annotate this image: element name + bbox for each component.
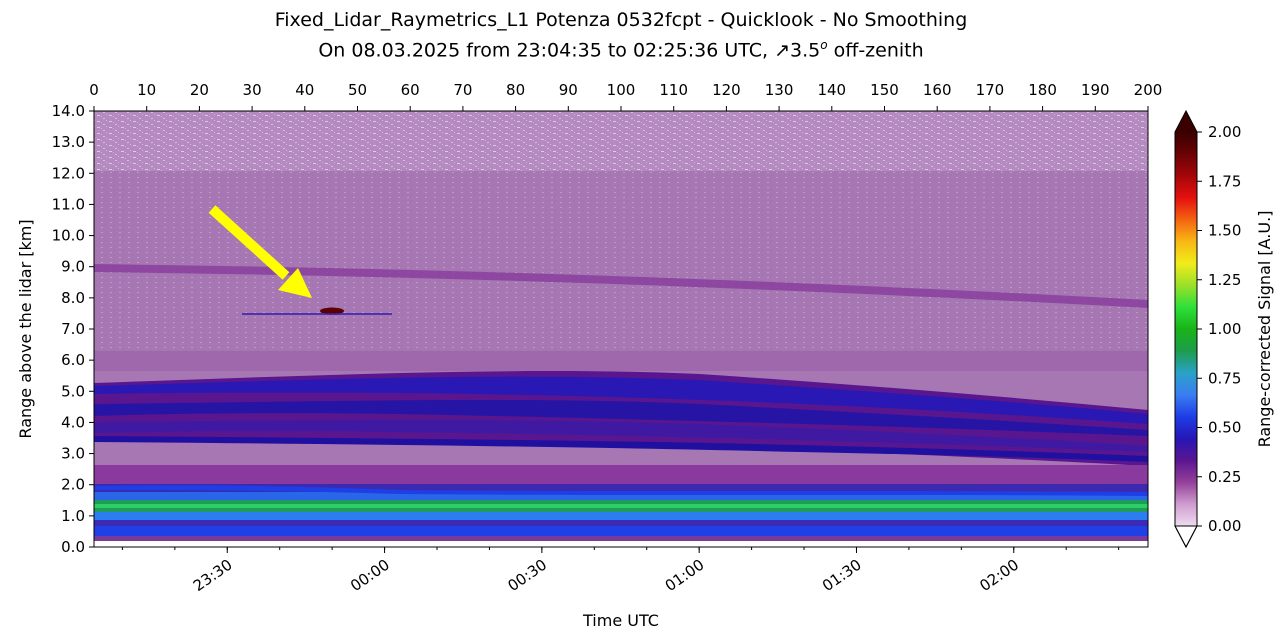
subtitle-suffix: off-zenith bbox=[827, 39, 924, 62]
colorbar-label: Range-corrected Signal [A.U.] bbox=[1255, 211, 1274, 448]
x-tick-label: 00:00 bbox=[347, 556, 393, 596]
x-axis-label: Time UTC bbox=[582, 611, 659, 629]
y-tick-label: 14.0 bbox=[52, 102, 85, 120]
colorbar: 0.00 0.25 0.50 0.75 1.00 1.25 1.50 1.75 2.00 Ran… bbox=[1174, 109, 1274, 549]
x2-axis: 0 10 20 30 40 50 60 70 80 90 100 110 120 130 140 150 160… bbox=[89, 81, 1162, 111]
colorbar-tick-label: 2.00 bbox=[1208, 123, 1241, 141]
y-tick-label: 1.0 bbox=[61, 507, 85, 525]
x2-tick-label: 200 bbox=[1134, 81, 1163, 99]
x2-tick-label: 20 bbox=[190, 81, 209, 99]
x2-tick-label: 180 bbox=[1028, 81, 1057, 99]
y-tick-label: 6.0 bbox=[61, 351, 85, 369]
x2-tick-label: 50 bbox=[348, 81, 367, 99]
x2-tick-label: 130 bbox=[765, 81, 794, 99]
y-axis: 0.0 1.0 2.0 3.0 4.0 5.0 6.0 7.0 8.0 9.0 10.0 11.0 12… bbox=[52, 102, 94, 556]
colorbar-tick-label: 0.00 bbox=[1208, 517, 1241, 535]
x2-tick-label: 10 bbox=[137, 81, 156, 99]
y-tick-label: 13.0 bbox=[52, 133, 85, 151]
x2-tick-label: 60 bbox=[401, 81, 420, 99]
colorbar-tick-label: 1.75 bbox=[1208, 172, 1241, 190]
colorbar-tick-label: 0.75 bbox=[1208, 369, 1241, 387]
x2-tick-label: 90 bbox=[559, 81, 578, 99]
x2-tick-label: 70 bbox=[453, 81, 472, 99]
x-tick-label: 00:30 bbox=[504, 556, 550, 596]
tilt-arrow-icon: ↗ bbox=[774, 39, 790, 62]
x2-tick-label: 150 bbox=[870, 81, 899, 99]
y-tick-label: 4.0 bbox=[61, 413, 85, 431]
degree-symbol: o bbox=[820, 38, 828, 52]
y-axis-label: Range above the lidar [km] bbox=[16, 219, 35, 438]
x2-tick-label: 110 bbox=[659, 81, 688, 99]
colorbar-tick-label: 1.25 bbox=[1208, 271, 1241, 289]
colorbar-gradient bbox=[1175, 132, 1197, 526]
y-tick-label: 9.0 bbox=[61, 258, 85, 276]
x-tick-label: 01:30 bbox=[819, 556, 865, 596]
x-tick-label: 23:30 bbox=[190, 556, 236, 596]
y-tick-label: 0.0 bbox=[61, 538, 85, 556]
colorbar-tick-label: 0.25 bbox=[1208, 468, 1241, 486]
x2-tick-label: 0 bbox=[89, 81, 99, 99]
x2-tick-label: 190 bbox=[1081, 81, 1110, 99]
colorbar-tick-label: 1.50 bbox=[1208, 222, 1241, 240]
x2-tick-label: 30 bbox=[243, 81, 262, 99]
y-tick-label: 8.0 bbox=[61, 289, 85, 307]
annotation-arrow bbox=[208, 205, 312, 298]
x2-tick-label: 120 bbox=[712, 81, 741, 99]
x2-tick-label: 140 bbox=[817, 81, 846, 99]
colorbar-tick-label: 0.50 bbox=[1208, 419, 1241, 437]
x2-tick-label: 100 bbox=[607, 81, 636, 99]
subtitle-text: On 08.03.2025 from 23:04:35 to 02:25:36 … bbox=[318, 39, 775, 62]
x-axis: 23:30 00:00 00:30 01:00 01:30 02:00 bbox=[121, 547, 1120, 596]
colorbar-min-extension bbox=[1174, 525, 1198, 549]
y-tick-label: 5.0 bbox=[61, 382, 85, 400]
colorbar-tick-label: 1.00 bbox=[1208, 320, 1241, 338]
x-tick-label: 02:00 bbox=[976, 556, 1022, 596]
x2-tick-label: 160 bbox=[923, 81, 952, 99]
x2-tick-label: 80 bbox=[506, 81, 525, 99]
chart-subtitle: On 08.03.2025 from 23:04:35 to 02:25:36 … bbox=[0, 33, 1242, 62]
y-tick-label: 3.0 bbox=[61, 445, 85, 463]
y-tick-label: 12.0 bbox=[52, 164, 85, 182]
x-tick-label: 01:00 bbox=[662, 556, 708, 596]
x2-tick-label: 40 bbox=[295, 81, 314, 99]
y-tick-label: 10.0 bbox=[52, 227, 85, 245]
y-tick-label: 11.0 bbox=[52, 195, 85, 213]
x2-tick-label: 170 bbox=[976, 81, 1005, 99]
chart-title: Fixed_Lidar_Raymetrics_L1 Potenza 0532fc… bbox=[274, 9, 968, 31]
colorbar-max-extension bbox=[1175, 111, 1197, 132]
heatmap-plot-area bbox=[94, 111, 1148, 547]
tilt-angle: 3.5 bbox=[790, 39, 821, 62]
y-tick-label: 2.0 bbox=[61, 476, 85, 494]
y-tick-label: 7.0 bbox=[61, 320, 85, 338]
